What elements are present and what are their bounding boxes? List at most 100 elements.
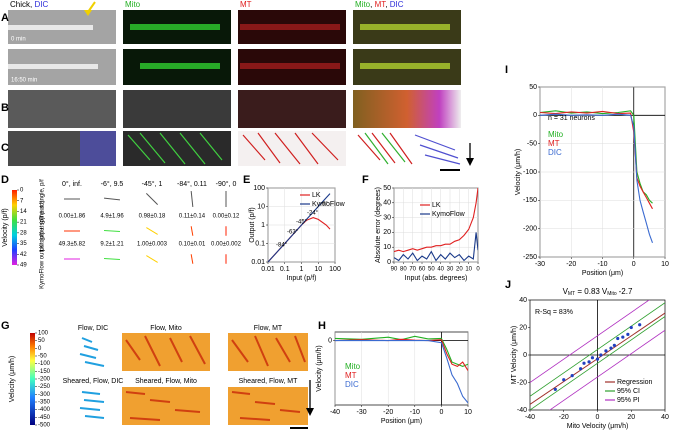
x-tick-label: 10 xyxy=(661,261,669,268)
plot-area xyxy=(268,193,331,262)
panel-label: H xyxy=(318,320,326,332)
series-line xyxy=(335,340,468,404)
y-tick-label: -20 xyxy=(517,379,527,386)
lk-glyph xyxy=(190,226,194,236)
panel-label: C xyxy=(1,142,9,154)
table-cell: 0.11±0.14 xyxy=(179,214,206,220)
colorbar-tick-label: 28 xyxy=(20,230,27,236)
band-line xyxy=(530,316,665,410)
x-tick-label: -40 xyxy=(330,409,340,416)
header-part: MT xyxy=(240,0,252,9)
x-tick-label: -10 xyxy=(597,261,607,268)
column-header: -84°, 0.11 xyxy=(177,180,207,188)
legend-label: LK xyxy=(432,202,441,209)
point xyxy=(582,361,586,365)
point xyxy=(629,325,633,330)
plot-area xyxy=(530,300,665,410)
flow-label: Flow, DIC xyxy=(78,325,108,332)
x-tick-label: -30 xyxy=(535,261,545,268)
x-tick-label: 0 xyxy=(632,261,636,268)
panel-label: J xyxy=(505,279,511,291)
column-header: 0°, inf. xyxy=(62,180,82,188)
panel-label: B xyxy=(1,102,9,114)
point xyxy=(570,374,574,378)
y-axis-label: MT Velocity (μm/h) xyxy=(511,326,518,384)
y-tick-label: 20 xyxy=(519,324,527,331)
header-part: MT xyxy=(375,0,387,9)
point xyxy=(612,343,616,347)
table-cell: 0.98±0.18 xyxy=(139,214,166,220)
y-tick-label: -100 xyxy=(523,169,537,176)
colorbar-tick-label: -450 xyxy=(38,415,51,421)
annotation: n = 31 neurons xyxy=(548,115,595,122)
colorbar xyxy=(12,190,17,265)
y-tick-label: 1 xyxy=(261,222,265,229)
x-axis-label: Position (μm) xyxy=(582,270,623,277)
header-part: Mito xyxy=(355,0,371,9)
colorbar-tick-label: 0 xyxy=(38,346,42,352)
angle-glyph xyxy=(103,197,121,201)
y-axis-label: Velocity (μm/h) xyxy=(515,149,522,195)
row-label: Input angle, p/f xyxy=(40,179,46,219)
legend-label: MT xyxy=(345,371,357,380)
x-tick-label: 1 xyxy=(300,266,304,273)
image-header: MT xyxy=(240,0,252,9)
plot-area xyxy=(540,110,654,243)
point xyxy=(562,378,566,382)
legend-label: DIC xyxy=(345,380,359,389)
x-axis-label: Input (p/f) xyxy=(287,275,317,282)
x-axis-label: Position (μm) xyxy=(381,418,422,425)
plot-area xyxy=(335,335,468,404)
column-header: -45°, 1 xyxy=(142,180,163,188)
time-label: 0 min xyxy=(11,37,26,43)
x-tick-label: 0 xyxy=(596,414,600,421)
table-cell: 0.00±1.86 xyxy=(59,214,86,220)
x-tick-label: 30 xyxy=(447,267,454,273)
colorbar-label: Velocity (p/f) xyxy=(2,208,9,247)
x-tick-label: -20 xyxy=(559,414,569,421)
colorbar-tick-label: 42 xyxy=(20,252,27,258)
panel-label: E xyxy=(243,174,250,186)
point xyxy=(638,323,642,327)
colorbar-tick-label: 14 xyxy=(20,209,27,215)
y-tick-label: 10 xyxy=(257,203,265,210)
image-header: Mito, MT, DIC xyxy=(355,0,404,9)
eq-part: V xyxy=(563,287,569,296)
header-part: , xyxy=(370,0,374,9)
legend-label: Mito xyxy=(548,130,564,139)
series-line xyxy=(394,232,478,262)
panel-label: D xyxy=(1,174,9,186)
y-tick-label: 30 xyxy=(383,214,391,221)
x-tick-label: 0 xyxy=(439,409,443,416)
legend-label: KymoFlow xyxy=(432,211,466,218)
series-line xyxy=(335,335,468,367)
flow-label: Sheared, Flow, DIC xyxy=(63,378,124,385)
colorbar-tick-label: -350 xyxy=(38,400,51,406)
annotation: R-Sq = 83% xyxy=(535,309,573,316)
series-line xyxy=(394,188,478,253)
point xyxy=(595,357,600,361)
y-tick-label: 50 xyxy=(529,84,537,91)
x-tick-label: 10 xyxy=(314,266,322,273)
chart: -40 -30 -20 -10 0 10 0 Position (μm) Velocity (μ… xyxy=(316,331,472,425)
point xyxy=(604,349,608,353)
plot-area xyxy=(394,188,478,262)
x-tick-label: 20 xyxy=(627,414,635,421)
chart: -30 -20 -10 0 10500-50-100-150-200-250Positi… xyxy=(515,84,669,277)
colorbar-tick-label: 0 xyxy=(20,188,24,194)
legend-label: MT xyxy=(548,139,560,148)
point xyxy=(590,356,595,360)
kymo-glyph xyxy=(146,255,158,263)
annotation: -84° xyxy=(276,243,288,249)
x-tick-label: 0 xyxy=(476,267,480,273)
panel-label: F xyxy=(362,174,369,186)
y-axis-label: Absolute error (degrees) xyxy=(375,187,382,263)
band-line xyxy=(530,300,650,383)
colorbar-tick-label: -100 xyxy=(38,361,51,367)
x-tick-label: -20 xyxy=(566,261,576,268)
colorbar-tick-label: 100 xyxy=(38,331,49,337)
chart: 0.01 0.1 1 10 100 0.01 0.1 1 10 100 Input (p/f) Out… xyxy=(249,185,346,282)
y-tick-label: 50 xyxy=(383,185,391,192)
y-tick-label: 20 xyxy=(383,229,391,236)
y-tick-label: 0 xyxy=(523,352,527,359)
